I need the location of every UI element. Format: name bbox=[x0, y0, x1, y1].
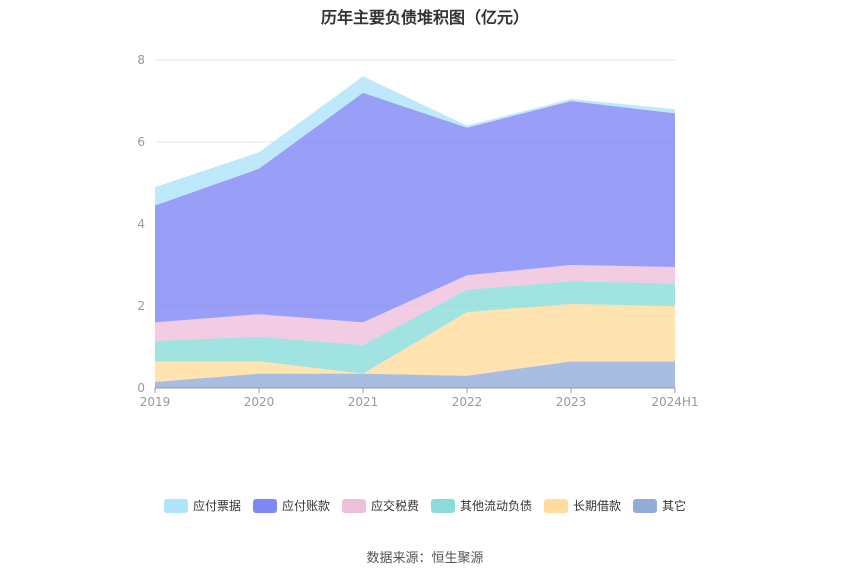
chart-title: 历年主要负债堆积图（亿元） bbox=[320, 8, 529, 27]
legend-label: 应交税费 bbox=[370, 499, 419, 513]
x-tick-label: 2023 bbox=[556, 395, 587, 409]
legend-item[interactable]: 应交税费 bbox=[341, 497, 419, 514]
x-tick-label: 2021 bbox=[348, 395, 379, 409]
legend-swatch bbox=[163, 498, 188, 513]
legend-swatch bbox=[431, 498, 455, 513]
y-tick-label: 0 bbox=[137, 381, 145, 395]
y-tick-label: 6 bbox=[137, 135, 145, 149]
y-tick-label: 4 bbox=[137, 217, 145, 231]
legend-label: 应付账款 bbox=[281, 499, 330, 513]
x-tick-label: 2024H1 bbox=[651, 395, 698, 409]
legend-item[interactable]: 应付账款 bbox=[252, 497, 330, 514]
area-series bbox=[155, 303, 675, 382]
x-tick-label: 2020 bbox=[244, 395, 275, 409]
legend-item[interactable]: 应付票据 bbox=[163, 497, 241, 514]
area-series bbox=[155, 76, 675, 206]
legend-item[interactable]: 其它 bbox=[633, 497, 686, 514]
y-tick-label: 2 bbox=[137, 299, 145, 313]
area-series bbox=[155, 265, 675, 345]
x-tick-label: 2022 bbox=[452, 395, 483, 409]
legend-swatch bbox=[341, 498, 366, 513]
area-series bbox=[155, 281, 675, 374]
chart-legend: 应付票据 应付账款 应交税费 其他流动负债 长期借款 其它 bbox=[0, 497, 850, 514]
legend-label: 长期借款 bbox=[573, 499, 622, 513]
data-source: 数据来源：恒生聚源 bbox=[366, 551, 484, 566]
area-series bbox=[155, 361, 675, 388]
legend-label: 其它 bbox=[662, 499, 687, 513]
legend-label: 应付票据 bbox=[192, 499, 241, 513]
legend-swatch bbox=[544, 498, 569, 513]
legend-item[interactable]: 其他流动负债 bbox=[431, 497, 532, 514]
area-series bbox=[155, 92, 675, 323]
x-tick-label: 2019 bbox=[140, 395, 171, 409]
legend-swatch bbox=[252, 498, 277, 513]
legend-label: 其他流动负债 bbox=[460, 499, 533, 513]
legend-item[interactable]: 长期借款 bbox=[544, 497, 621, 514]
legend-swatch bbox=[633, 498, 658, 513]
y-tick-label: 8 bbox=[137, 53, 145, 67]
